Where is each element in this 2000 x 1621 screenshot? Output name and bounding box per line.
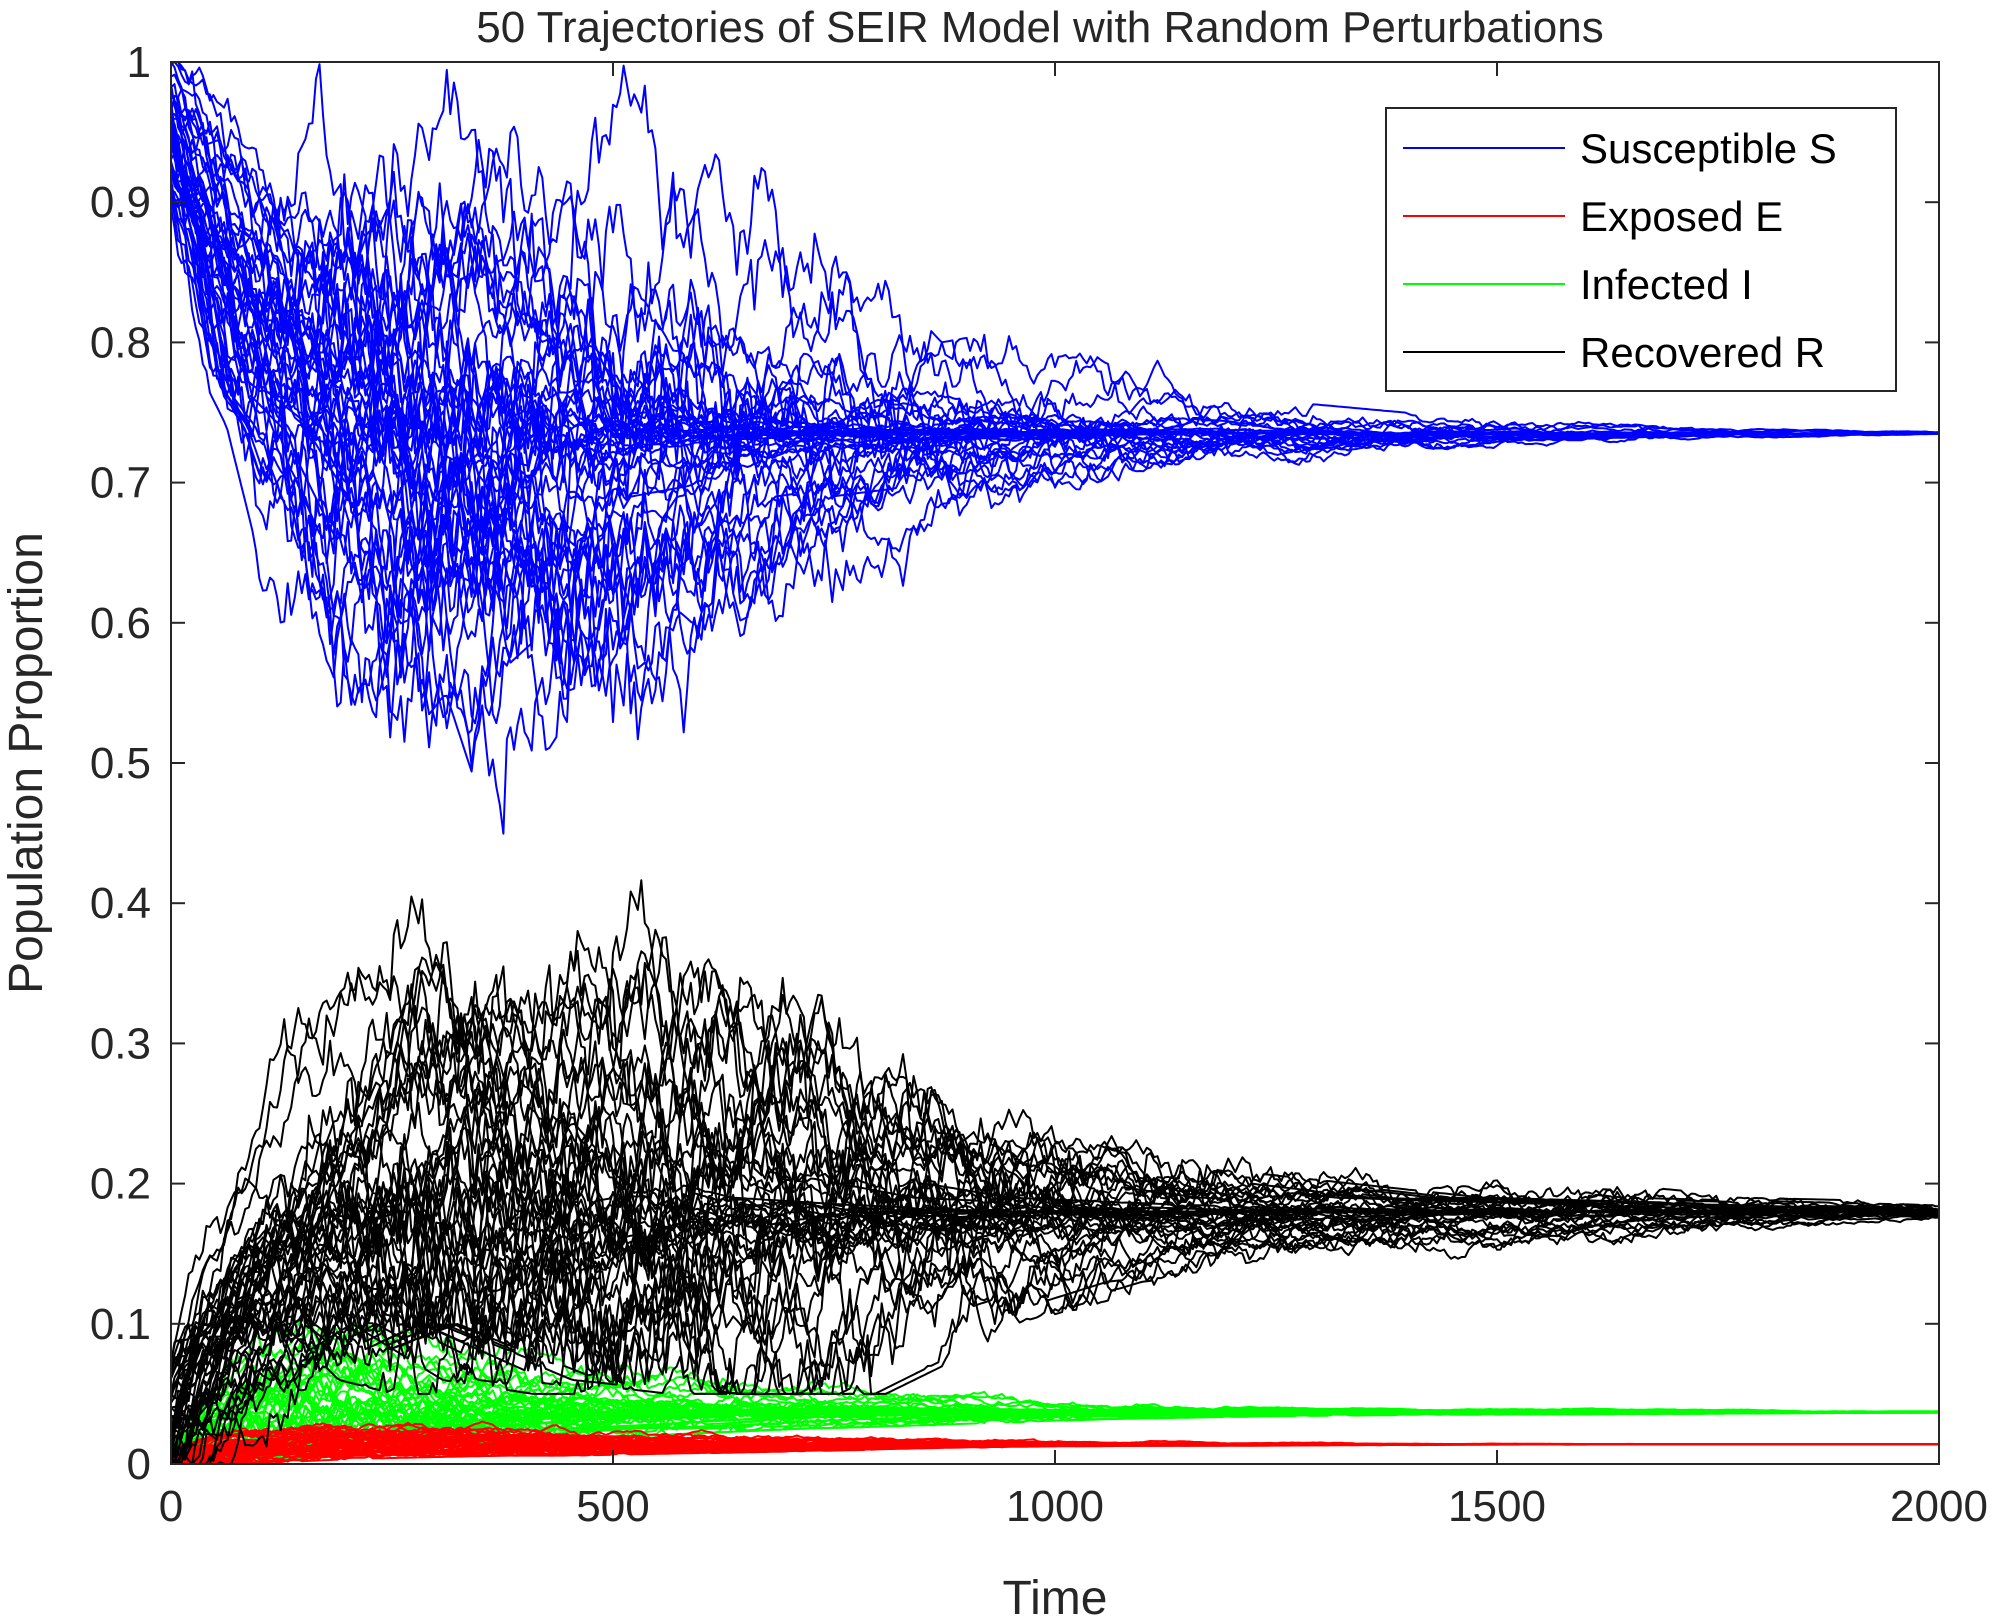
x-axis-label: Time bbox=[1003, 1572, 1108, 1621]
y-tick-label: 0.7 bbox=[90, 459, 151, 508]
trajectory-line-recovered bbox=[171, 1016, 1939, 1414]
trajectory-line-recovered bbox=[171, 1210, 1939, 1464]
trajectory-line-infected bbox=[171, 1365, 1939, 1451]
y-tick-label: 0.8 bbox=[90, 318, 151, 367]
trajectory-line-exposed bbox=[171, 1421, 1939, 1453]
x-tick-label: 1000 bbox=[1006, 1482, 1104, 1531]
trajectory-line-susceptible bbox=[171, 88, 1939, 472]
axis-ticks: 0 500 1000 1500 2000 0 0.1 0.2 0.3 0.4 0.5 0.6 0.7 0.… bbox=[90, 38, 1988, 1531]
trajectory-line-recovered bbox=[171, 1212, 1939, 1464]
y-tick-label: 0.1 bbox=[90, 1300, 151, 1349]
trajectory-line-recovered bbox=[171, 961, 1939, 1370]
legend-label-exposed: Exposed E bbox=[1580, 193, 1783, 240]
chart-title: 50 Trajectories of SEIR Model with Rando… bbox=[476, 3, 1603, 52]
y-axis-label: Population Proportion bbox=[0, 532, 53, 994]
legend-label-recovered: Recovered R bbox=[1580, 329, 1825, 376]
trajectory-line-susceptible bbox=[171, 94, 1939, 436]
y-tick-label: 0.5 bbox=[90, 739, 151, 788]
series-susceptible bbox=[171, 62, 1939, 835]
trajectory-line-recovered bbox=[171, 941, 1939, 1364]
legend-label-infected: Infected I bbox=[1580, 261, 1753, 308]
legend-box bbox=[1385, 107, 1897, 392]
trajectory-line-recovered bbox=[171, 1211, 1939, 1464]
x-tick-label: 0 bbox=[159, 1482, 183, 1531]
y-tick-label: 0.4 bbox=[90, 879, 151, 928]
y-tick-label: 0.6 bbox=[90, 599, 151, 648]
trajectory-line-susceptible bbox=[171, 100, 1939, 467]
x-tick-label: 2000 bbox=[1890, 1482, 1988, 1531]
trajectory-line-recovered bbox=[171, 1203, 1939, 1464]
legend-label-susceptible: Susceptible S bbox=[1580, 125, 1837, 172]
x-tick-label: 500 bbox=[576, 1482, 649, 1531]
legend: Susceptible S Exposed E Infected I Recov… bbox=[1385, 107, 1897, 392]
trajectory-line-recovered bbox=[171, 1209, 1939, 1464]
y-tick-label: 1 bbox=[127, 38, 151, 87]
trajectory-line-susceptible bbox=[171, 62, 1939, 434]
x-tick-label: 1500 bbox=[1448, 1482, 1546, 1531]
series-exposed bbox=[171, 1420, 1939, 1464]
series-recovered bbox=[171, 879, 1939, 1464]
trajectory-line-susceptible bbox=[171, 62, 1939, 434]
y-tick-label: 0.2 bbox=[90, 1160, 151, 1209]
trajectory-line-susceptible bbox=[171, 152, 1939, 751]
plot-area bbox=[171, 62, 1939, 1464]
y-tick-label: 0.3 bbox=[90, 1019, 151, 1068]
y-tick-label: 0 bbox=[127, 1440, 151, 1489]
y-tick-label: 0.9 bbox=[90, 178, 151, 227]
